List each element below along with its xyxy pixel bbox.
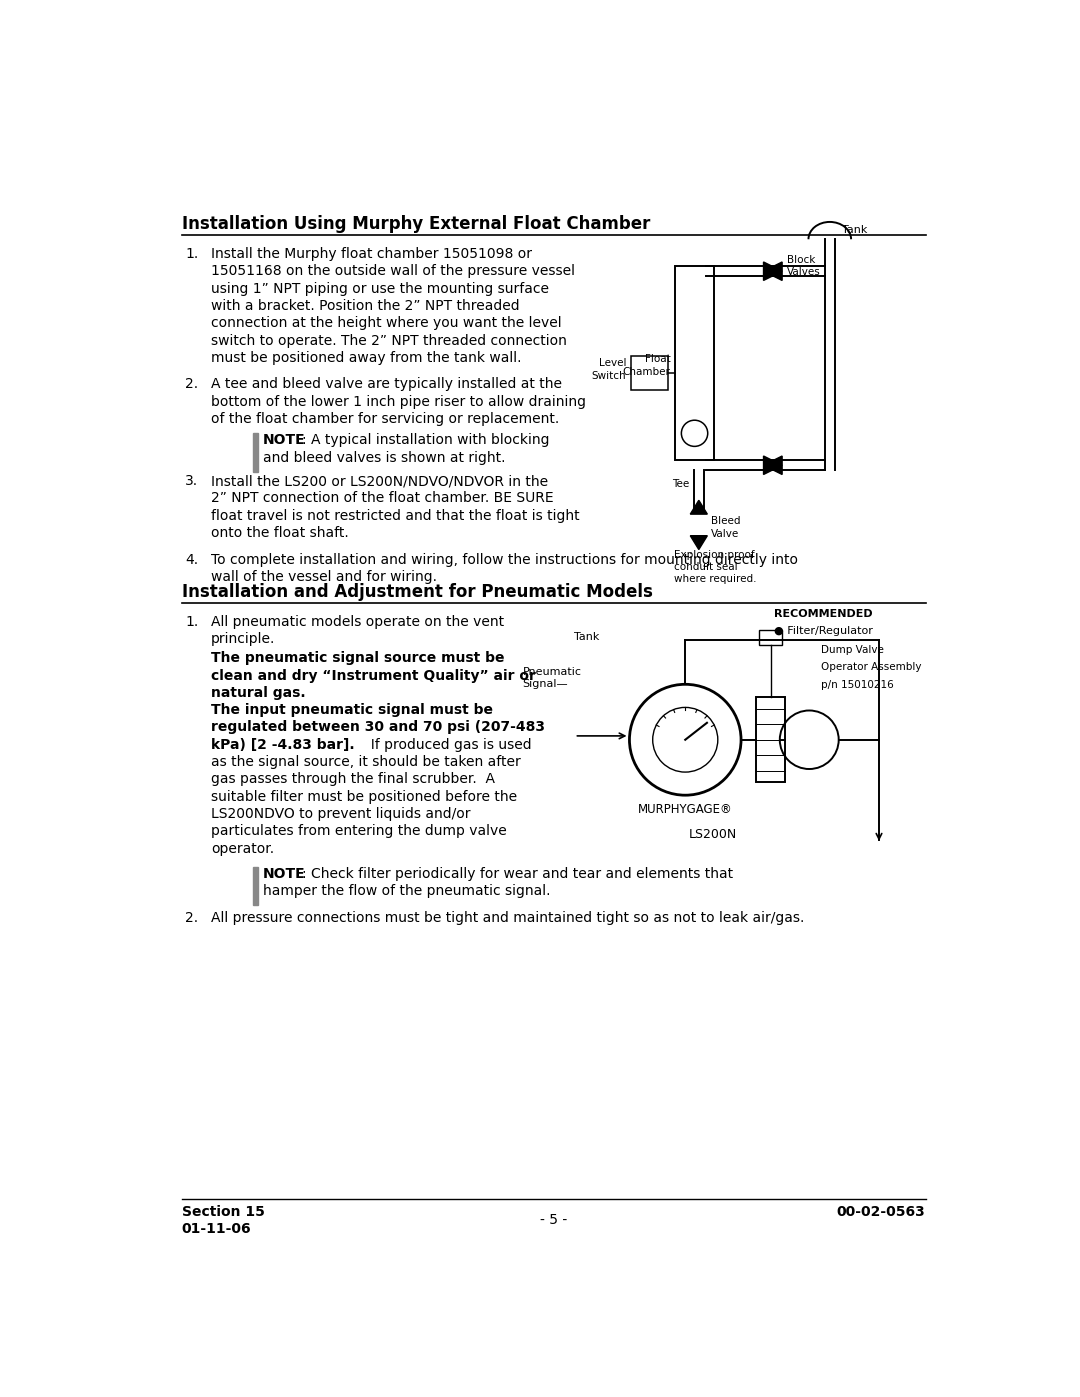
Text: 00-02-0563: 00-02-0563 — [837, 1204, 926, 1218]
Text: Tank: Tank — [575, 631, 599, 643]
Text: float travel is not restricted and that the float is tight: float travel is not restricted and that … — [211, 509, 580, 522]
Text: must be positioned away from the tank wall.: must be positioned away from the tank wa… — [211, 351, 522, 365]
Polygon shape — [764, 455, 782, 475]
Text: 2.: 2. — [186, 377, 199, 391]
Bar — [631, 356, 669, 390]
Text: Dump Valve: Dump Valve — [821, 645, 883, 655]
Polygon shape — [690, 500, 707, 514]
Text: wall of the vessel and for wiring.: wall of the vessel and for wiring. — [211, 570, 437, 584]
Text: regulated between 30 and 70 psi (207-483: regulated between 30 and 70 psi (207-483 — [211, 721, 545, 735]
Text: : Check filter periodically for wear and tear and elements that: : Check filter periodically for wear and… — [301, 866, 732, 880]
Text: onto the float shaft.: onto the float shaft. — [211, 527, 349, 541]
Bar — [253, 866, 258, 905]
Text: Float
Chamber: Float Chamber — [623, 355, 671, 377]
Text: LS200NDVO to prevent liquids and/or: LS200NDVO to prevent liquids and/or — [211, 807, 471, 821]
Text: 4.: 4. — [186, 553, 199, 567]
Text: All pneumatic models operate on the vent: All pneumatic models operate on the vent — [211, 615, 504, 629]
Text: and bleed valves is shown at right.: and bleed valves is shown at right. — [262, 451, 505, 465]
Text: To complete installation and wiring, follow the instructions for mounting direct: To complete installation and wiring, fol… — [211, 553, 798, 567]
Text: Tank: Tank — [841, 225, 867, 236]
Text: NOTE: NOTE — [262, 866, 306, 880]
Text: Pneumatic
Signal—: Pneumatic Signal— — [523, 666, 581, 689]
Text: 15051168 on the outside wall of the pressure vessel: 15051168 on the outside wall of the pres… — [211, 264, 575, 278]
Text: Operator Assembly: Operator Assembly — [821, 662, 921, 672]
Text: - 5 -: - 5 - — [540, 1214, 567, 1228]
Polygon shape — [690, 535, 707, 549]
Polygon shape — [764, 455, 782, 475]
Text: Section 15: Section 15 — [181, 1204, 265, 1218]
Bar — [759, 630, 782, 645]
Text: gas passes through the final scrubber.  A: gas passes through the final scrubber. A — [211, 773, 495, 787]
Bar — [675, 267, 714, 460]
Text: NOTE: NOTE — [262, 433, 306, 447]
Text: Explosion proof
conduit seal
where required.: Explosion proof conduit seal where requi… — [674, 549, 757, 584]
Text: Installation and Adjustment for Pneumatic Models: Installation and Adjustment for Pneumati… — [181, 583, 652, 601]
Text: MURPHYGAGE®: MURPHYGAGE® — [638, 803, 732, 816]
Text: RECOMMENDED: RECOMMENDED — [774, 609, 873, 619]
Polygon shape — [764, 263, 782, 281]
Text: kPa) [2 -4.83 bar].: kPa) [2 -4.83 bar]. — [211, 738, 354, 752]
Text: particulates from entering the dump valve: particulates from entering the dump valv… — [211, 824, 507, 838]
Text: Block
Valves: Block Valves — [786, 254, 821, 277]
Text: The input pneumatic signal must be: The input pneumatic signal must be — [211, 703, 492, 717]
Text: using 1” NPT piping or use the mounting surface: using 1” NPT piping or use the mounting … — [211, 282, 549, 296]
Text: LS200N: LS200N — [688, 827, 737, 841]
Text: hamper the flow of the pneumatic signal.: hamper the flow of the pneumatic signal. — [262, 884, 551, 898]
Bar — [253, 433, 258, 472]
Text: operator.: operator. — [211, 842, 274, 856]
Text: 2” NPT connection of the float chamber. BE SURE: 2” NPT connection of the float chamber. … — [211, 492, 554, 506]
Text: 2.: 2. — [186, 911, 199, 925]
Text: natural gas.: natural gas. — [211, 686, 306, 700]
Text: as the signal source, it should be taken after: as the signal source, it should be taken… — [211, 756, 521, 770]
Text: with a bracket. Position the 2” NPT threaded: with a bracket. Position the 2” NPT thre… — [211, 299, 519, 313]
Polygon shape — [764, 263, 782, 281]
Text: 1.: 1. — [186, 615, 199, 629]
Text: connection at the height where you want the level: connection at the height where you want … — [211, 316, 562, 330]
Text: of the float chamber for servicing or replacement.: of the float chamber for servicing or re… — [211, 412, 559, 426]
Text: : A typical installation with blocking: : A typical installation with blocking — [301, 433, 549, 447]
Text: Install the Murphy float chamber 15051098 or: Install the Murphy float chamber 1505109… — [211, 247, 532, 261]
Text: 01-11-06: 01-11-06 — [181, 1222, 252, 1236]
Text: 1.: 1. — [186, 247, 199, 261]
Text: The pneumatic signal source must be: The pneumatic signal source must be — [211, 651, 504, 665]
Text: 3.: 3. — [186, 474, 199, 488]
Text: bottom of the lower 1 inch pipe riser to allow draining: bottom of the lower 1 inch pipe riser to… — [211, 395, 586, 409]
Text: p/n 15010216: p/n 15010216 — [821, 680, 893, 690]
Text: principle.: principle. — [211, 633, 275, 647]
Text: Installation Using Murphy External Float Chamber: Installation Using Murphy External Float… — [181, 215, 650, 233]
Text: Level
Switch: Level Switch — [592, 358, 626, 380]
Text: Tee: Tee — [672, 479, 689, 489]
Text: Bleed
Valve: Bleed Valve — [711, 517, 740, 539]
Text: suitable filter must be positioned before the: suitable filter must be positioned befor… — [211, 789, 517, 803]
Text: ● Filter/Regulator: ● Filter/Regulator — [774, 626, 874, 636]
Bar — [756, 697, 785, 782]
Text: A tee and bleed valve are typically installed at the: A tee and bleed valve are typically inst… — [211, 377, 562, 391]
Text: clean and dry “Instrument Quality” air or: clean and dry “Instrument Quality” air o… — [211, 669, 536, 683]
Text: switch to operate. The 2” NPT threaded connection: switch to operate. The 2” NPT threaded c… — [211, 334, 567, 348]
Text: All pressure connections must be tight and maintained tight so as not to leak ai: All pressure connections must be tight a… — [211, 911, 805, 925]
Text: Install the LS200 or LS200N/NDVO/NDVOR in the: Install the LS200 or LS200N/NDVO/NDVOR i… — [211, 474, 548, 488]
Text: If produced gas is used: If produced gas is used — [362, 738, 531, 752]
